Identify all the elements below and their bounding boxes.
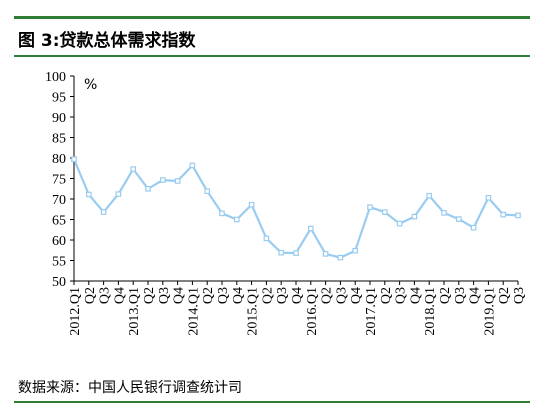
y-axis-ticks: 50 55 60 65 70 75 80 85 90 95 100 bbox=[45, 70, 74, 290]
data-point bbox=[367, 204, 373, 211]
data-point bbox=[337, 254, 344, 261]
data-point bbox=[278, 249, 285, 256]
source-note: 数据来源：中国人民银行调查统计司 bbox=[18, 380, 242, 396]
x-tick-label: Q3 bbox=[98, 287, 113, 304]
x-tick-label: Q4 bbox=[468, 287, 483, 304]
data-point bbox=[248, 201, 255, 208]
x-tick-label: Q2 bbox=[83, 287, 98, 304]
data-point bbox=[71, 156, 77, 163]
x-tick-label: Q4 bbox=[231, 287, 246, 304]
x-tick-label: 2015.Q1 bbox=[246, 287, 261, 336]
data-point bbox=[115, 191, 122, 197]
y-tick-label: 80 bbox=[52, 152, 66, 167]
x-tick-label: 2013.Q1 bbox=[127, 287, 142, 336]
data-point bbox=[219, 210, 225, 217]
x-tick-label: 2018.Q1 bbox=[423, 287, 438, 336]
x-tick-label: Q2 bbox=[260, 287, 275, 304]
series-markers bbox=[71, 156, 521, 261]
y-tick-label: 55 bbox=[52, 255, 66, 270]
data-point bbox=[396, 220, 403, 227]
x-axis-ticks: 2012.Q1 Q2 Q3 Q4 2013.Q1 Q2 Q3 Q4 2014.Q1 Q2 Q3 Q4 2… bbox=[68, 281, 527, 336]
x-tick-label: Q2 bbox=[438, 287, 453, 304]
series-polyline bbox=[72, 158, 519, 259]
data-point bbox=[485, 195, 492, 201]
x-tick-label: Q4 bbox=[112, 287, 127, 304]
x-tick-label: Q2 bbox=[497, 287, 512, 304]
x-tick-label: 2016.Q1 bbox=[305, 287, 320, 336]
data-point bbox=[204, 188, 211, 195]
y-tick-label: 85 bbox=[52, 132, 66, 147]
data-point bbox=[85, 191, 92, 198]
x-tick-label: Q4 bbox=[172, 287, 187, 304]
data-point bbox=[426, 192, 433, 199]
x-tick-label: Q3 bbox=[394, 287, 409, 304]
data-point bbox=[189, 162, 196, 169]
data-point bbox=[382, 209, 388, 215]
data-point bbox=[352, 247, 359, 254]
bottom-rule bbox=[14, 401, 530, 403]
data-point bbox=[293, 250, 299, 256]
data-point bbox=[515, 212, 521, 219]
data-point bbox=[130, 166, 137, 172]
y-tick-label: 50 bbox=[52, 275, 66, 290]
y-tick-label: 75 bbox=[52, 173, 66, 188]
data-point bbox=[500, 211, 507, 218]
data-point bbox=[308, 225, 314, 232]
x-tick-label: Q2 bbox=[379, 287, 394, 304]
x-tick-label: 2014.Q1 bbox=[186, 287, 201, 336]
data-point bbox=[411, 213, 418, 220]
y-tick-label: 100 bbox=[45, 70, 66, 85]
data-point bbox=[263, 235, 270, 242]
x-tick-label: Q3 bbox=[512, 287, 527, 304]
y-tick-label: 70 bbox=[52, 193, 66, 208]
data-point bbox=[234, 216, 240, 223]
x-tick-label: 2012.Q1 bbox=[68, 287, 83, 336]
x-tick-label: Q3 bbox=[157, 287, 172, 304]
x-tick-label: Q3 bbox=[453, 287, 468, 304]
x-tick-label: Q2 bbox=[320, 287, 335, 304]
title-rule bbox=[14, 55, 530, 57]
series-line bbox=[72, 158, 519, 259]
x-tick-label: Q4 bbox=[349, 287, 364, 304]
data-point bbox=[322, 251, 329, 257]
data-point bbox=[145, 186, 151, 192]
data-point bbox=[456, 216, 462, 222]
y-tick-label: 95 bbox=[52, 91, 66, 106]
data-point bbox=[100, 209, 107, 215]
data-point bbox=[174, 178, 181, 184]
x-tick-label: Q3 bbox=[334, 287, 349, 304]
data-point bbox=[470, 224, 477, 231]
chart-title: 图 3:贷款总体需求指数 bbox=[18, 31, 196, 51]
x-tick-label: 2017.Q1 bbox=[364, 287, 379, 336]
x-tick-label: Q3 bbox=[216, 287, 231, 304]
x-tick-label: Q2 bbox=[201, 287, 216, 304]
x-tick-label: Q3 bbox=[275, 287, 290, 304]
x-tick-label: 2019.Q1 bbox=[482, 287, 497, 336]
top-rule bbox=[14, 16, 530, 19]
y-tick-label: 60 bbox=[52, 234, 66, 249]
data-point bbox=[441, 210, 447, 216]
y-tick-label: 90 bbox=[52, 111, 66, 126]
unit-label: % bbox=[84, 77, 97, 93]
x-tick-label: Q4 bbox=[408, 287, 423, 304]
x-tick-label: Q4 bbox=[290, 287, 305, 304]
y-tick-label: 65 bbox=[52, 214, 66, 229]
data-point bbox=[160, 177, 166, 183]
x-tick-label: Q2 bbox=[142, 287, 157, 304]
